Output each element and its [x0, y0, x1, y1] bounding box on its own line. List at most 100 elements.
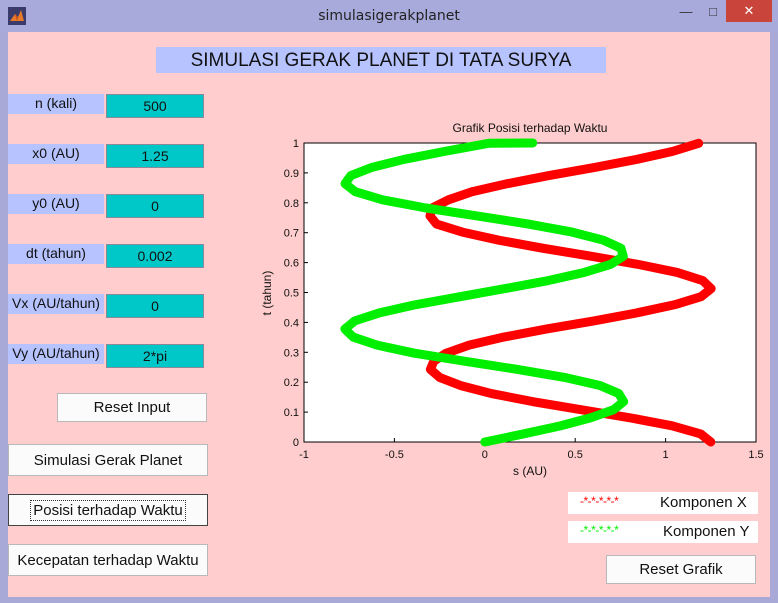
- data-point-x: *: [698, 427, 703, 441]
- data-point-y: *: [353, 185, 358, 199]
- data-point-x: *: [634, 152, 639, 166]
- data-point-x: *: [708, 435, 713, 449]
- data-point-y: *: [463, 354, 468, 368]
- data-point-x: *: [446, 193, 451, 207]
- label-n: n (kali): [8, 94, 104, 114]
- data-point-x: *: [428, 209, 433, 223]
- x-tick-label: -1: [299, 449, 309, 461]
- close-button[interactable]: ✕: [726, 0, 772, 22]
- data-point-y: *: [608, 257, 613, 271]
- data-point-x: *: [505, 177, 510, 191]
- plot-area: [303, 142, 757, 443]
- data-point-y: *: [503, 282, 508, 296]
- simulasi-button[interactable]: Simulasi Gerak Planet: [8, 444, 208, 476]
- data-point-x: *: [700, 274, 705, 288]
- data-point-x: *: [699, 290, 704, 304]
- data-point-x: *: [437, 370, 442, 384]
- data-point-y: *: [413, 298, 418, 312]
- data-point-x: *: [670, 419, 675, 433]
- y-tick-label: 0.7: [284, 228, 299, 240]
- data-point-y: *: [443, 144, 448, 158]
- legend-marker-x: -*-*-*-*-*: [580, 494, 619, 508]
- data-point-y: *: [375, 338, 380, 352]
- data-point-y: *: [619, 241, 624, 255]
- data-point-x: *: [636, 257, 641, 271]
- minimize-button[interactable]: —: [672, 0, 700, 22]
- data-point-y: *: [486, 136, 491, 150]
- x-tick-label: 0.5: [568, 449, 583, 461]
- data-point-y: *: [611, 403, 616, 417]
- label-dt: dt (tahun): [8, 244, 104, 264]
- y-tick-label: 0.1: [284, 407, 299, 419]
- data-point-y: *: [601, 233, 606, 247]
- input-dt[interactable]: 0.002: [106, 244, 204, 268]
- y-tick-label: 0.2: [284, 377, 299, 389]
- data-point-x: *: [592, 161, 597, 175]
- label-y0: y0 (AU): [8, 194, 104, 214]
- data-point-y: *: [412, 346, 417, 360]
- data-point-y: *: [458, 290, 463, 304]
- data-point-y: *: [475, 209, 480, 223]
- data-point-x: *: [675, 265, 680, 279]
- kecepatan-waktu-button[interactable]: Kecepatan terhadap Waktu: [8, 544, 208, 576]
- data-point-y: *: [423, 201, 428, 215]
- label-vx: Vx (AU/tahun): [8, 294, 104, 314]
- data-point-y: *: [348, 169, 353, 183]
- posisi-waktu-button[interactable]: Posisi terhadap Waktu: [8, 494, 208, 526]
- data-point-x: *: [458, 378, 463, 392]
- legend-label-x: Komponen X: [660, 494, 747, 511]
- data-point-x: *: [635, 306, 640, 320]
- data-point-y: *: [582, 265, 587, 279]
- close-icon: ✕: [743, 3, 755, 18]
- data-point-y: *: [377, 306, 382, 320]
- data-point-x: *: [489, 387, 494, 401]
- y-tick-label: 0.8: [284, 198, 299, 210]
- input-n[interactable]: 500: [106, 94, 204, 118]
- input-x0[interactable]: 1.25: [106, 144, 204, 168]
- window-title: simulasigerakplanet: [318, 8, 460, 24]
- label-x0: x0 (AU): [8, 144, 104, 164]
- maximize-button[interactable]: □: [700, 0, 726, 22]
- data-point-x: *: [434, 217, 439, 231]
- data-point-y: *: [616, 387, 621, 401]
- data-point-x: *: [431, 354, 436, 368]
- data-point-y: *: [558, 419, 563, 433]
- data-point-y: *: [530, 136, 535, 150]
- data-point-y: *: [514, 362, 519, 376]
- y-tick-label: 0.4: [284, 317, 299, 329]
- data-point-x: *: [670, 144, 675, 158]
- title-bar[interactable]: simulasigerakplanet — □ ✕: [0, 0, 778, 32]
- data-point-y: *: [621, 249, 626, 263]
- y-tick-label: 0.3: [284, 347, 299, 359]
- data-point-y: *: [546, 274, 551, 288]
- data-point-y: *: [380, 193, 385, 207]
- data-point-x: *: [541, 241, 546, 255]
- data-point-x: *: [696, 136, 701, 150]
- input-y0[interactable]: 0: [106, 194, 204, 218]
- reset-input-button[interactable]: Reset Input: [57, 393, 207, 422]
- data-point-y: *: [351, 330, 356, 344]
- input-vx[interactable]: 0: [106, 294, 204, 318]
- data-point-y: *: [401, 152, 406, 166]
- x-tick-label: -0.5: [385, 449, 404, 461]
- data-point-y: *: [369, 161, 374, 175]
- data-point-x: *: [444, 346, 449, 360]
- y-tick-label: 1: [293, 138, 299, 150]
- data-point-y: *: [482, 435, 487, 449]
- y-axis-label: t (tahun): [260, 271, 274, 316]
- y-tick-label: 0.6: [284, 258, 299, 270]
- x-axis-label: s (AU): [513, 464, 547, 478]
- data-point-x: *: [544, 322, 549, 336]
- data-point-y: *: [352, 314, 357, 328]
- x-tick-label: 1.5: [748, 449, 763, 461]
- data-point-x: *: [460, 225, 465, 239]
- data-point-x: *: [589, 249, 594, 263]
- page-title: SIMULASI GERAK PLANET DI TATA SURYA: [156, 47, 606, 73]
- input-vy[interactable]: 2*pi: [106, 344, 204, 368]
- reset-grafik-button[interactable]: Reset Grafik: [606, 555, 756, 584]
- data-point-y: *: [570, 225, 575, 239]
- data-point-x: *: [628, 411, 633, 425]
- legend-item-y: -*-*-*-*-* Komponen Y: [568, 521, 758, 543]
